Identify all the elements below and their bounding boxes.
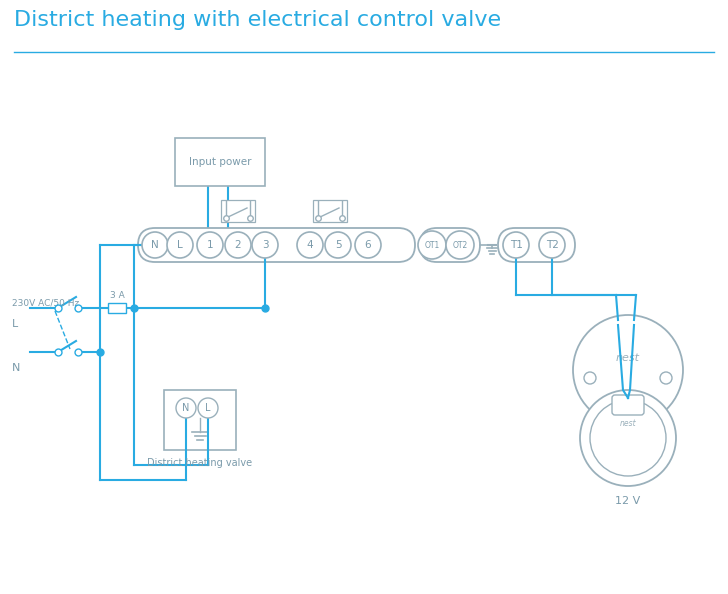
Text: Input power: Input power [189,157,251,167]
Text: District heating with electrical control valve: District heating with electrical control… [14,10,501,30]
Text: 4: 4 [306,240,313,250]
Text: nest: nest [620,419,636,428]
Text: T2: T2 [545,240,558,250]
Text: T1: T1 [510,240,523,250]
Text: L: L [205,403,210,413]
Text: N: N [151,240,159,250]
Circle shape [573,315,683,425]
Circle shape [297,232,323,258]
FancyBboxPatch shape [313,200,347,222]
Circle shape [580,390,676,486]
Circle shape [660,372,672,384]
Text: N: N [182,403,190,413]
Text: District heating valve: District heating valve [148,458,253,468]
Circle shape [418,231,446,259]
Text: 3 A: 3 A [110,291,124,300]
Text: 5: 5 [335,240,341,250]
Circle shape [584,372,596,384]
Text: nest: nest [616,353,640,363]
Circle shape [225,232,251,258]
FancyBboxPatch shape [221,200,255,222]
Circle shape [197,232,223,258]
FancyBboxPatch shape [138,228,415,262]
Text: OT2: OT2 [452,241,467,249]
FancyBboxPatch shape [164,390,236,450]
Circle shape [590,400,666,476]
Text: L: L [12,319,18,329]
FancyBboxPatch shape [498,228,575,262]
Circle shape [252,232,278,258]
FancyBboxPatch shape [108,303,126,313]
Circle shape [198,398,218,418]
Text: OT1: OT1 [424,241,440,249]
FancyBboxPatch shape [612,395,644,415]
Circle shape [167,232,193,258]
Text: N: N [12,363,20,373]
Text: 2: 2 [234,240,241,250]
Circle shape [325,232,351,258]
FancyBboxPatch shape [420,228,480,262]
Text: 1: 1 [207,240,213,250]
Circle shape [446,231,474,259]
Text: 6: 6 [365,240,371,250]
FancyBboxPatch shape [175,138,265,186]
Circle shape [176,398,196,418]
Text: 12 V: 12 V [615,496,641,506]
Circle shape [142,232,168,258]
Circle shape [503,232,529,258]
Circle shape [539,232,565,258]
Text: 3: 3 [261,240,269,250]
Circle shape [355,232,381,258]
Text: 230V AC/50 Hz: 230V AC/50 Hz [12,298,79,307]
Text: L: L [177,240,183,250]
